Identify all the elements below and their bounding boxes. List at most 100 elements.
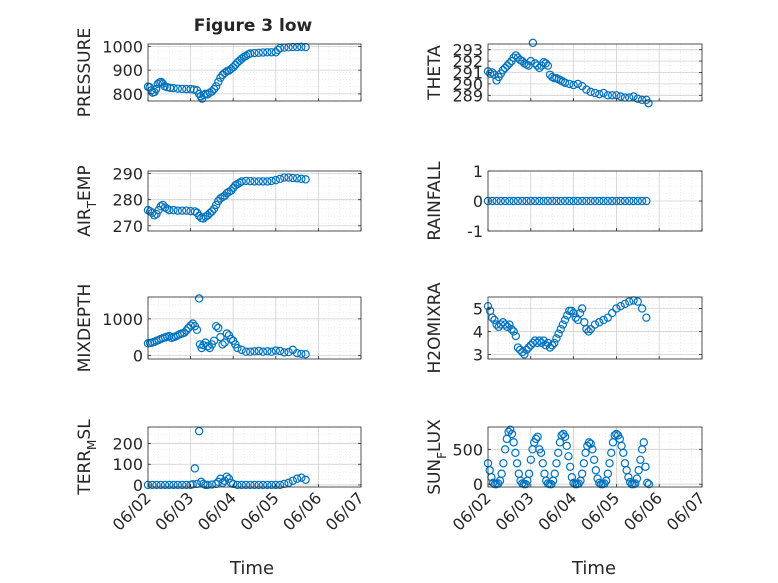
y-tick-label: 0 — [473, 475, 483, 494]
data-point — [569, 196, 578, 206]
data-point — [538, 459, 547, 468]
y-tick-label: 0 — [133, 346, 143, 365]
y-tick-label: 292 — [452, 52, 483, 71]
data-point — [162, 204, 172, 214]
data-point — [250, 48, 259, 58]
x-tick-label: 06/03 — [151, 488, 197, 534]
data-point — [560, 315, 570, 325]
data-point — [228, 63, 238, 72]
data-point — [292, 474, 302, 483]
data-point — [644, 480, 654, 489]
data-point — [500, 63, 510, 73]
panel-h2omixra: 3 4 5 H2OMIXRA — [425, 282, 703, 374]
data-point — [612, 304, 621, 313]
data-point — [182, 206, 191, 215]
data-point — [595, 196, 604, 206]
data-point — [194, 426, 204, 436]
data-point — [553, 448, 563, 458]
data-point — [541, 59, 550, 68]
data-point — [254, 48, 263, 57]
y-tick-label: 3 — [473, 345, 483, 364]
x-axis-label-left: Time — [229, 558, 274, 579]
data-point — [603, 196, 613, 206]
data-point — [599, 196, 608, 206]
data-point — [509, 327, 518, 336]
data-point — [550, 338, 559, 348]
data-point — [254, 177, 263, 186]
data-point — [556, 324, 565, 334]
data-point — [533, 432, 542, 441]
data-point — [560, 78, 570, 87]
data-point — [590, 320, 600, 329]
data-point — [490, 70, 499, 79]
data-point — [237, 480, 246, 490]
data-point — [263, 480, 272, 490]
y-tick-label: 293 — [452, 41, 483, 60]
data-point — [565, 79, 574, 89]
data-point — [634, 466, 643, 475]
x-tick-label: 06/02 — [109, 488, 155, 534]
data-point — [526, 56, 536, 66]
x-tick-label: 06/07 — [322, 488, 368, 534]
data-point — [512, 459, 522, 468]
data-point — [581, 448, 590, 458]
data-point — [237, 54, 246, 63]
data-point — [231, 181, 240, 190]
data-point — [271, 346, 280, 355]
data-point — [520, 350, 529, 359]
y-tick-label: 1000 — [102, 310, 143, 329]
x-tick-label: 06/03 — [492, 488, 538, 534]
y-tick-label: 800 — [112, 85, 143, 104]
data-point — [637, 196, 647, 206]
data-point — [599, 315, 608, 325]
data-point — [556, 196, 565, 206]
data-point — [507, 324, 516, 334]
data-point — [169, 83, 178, 93]
y-axis-label: AIRTEMP — [75, 165, 99, 236]
data-point — [586, 324, 595, 334]
x-tick-label: 06/06 — [279, 488, 325, 534]
data-point — [514, 469, 524, 478]
data-point — [573, 79, 583, 89]
data-point — [582, 85, 591, 94]
data-point — [616, 196, 625, 206]
data-point — [567, 306, 576, 315]
data-point — [603, 313, 613, 322]
data-point — [275, 43, 285, 53]
data-point — [488, 313, 497, 322]
data-point — [637, 95, 647, 105]
data-point — [577, 469, 587, 478]
y-tick-label: 0 — [133, 476, 143, 495]
data-point — [292, 348, 302, 358]
data-point — [607, 308, 617, 318]
data-point — [231, 60, 240, 70]
data-point — [558, 320, 568, 329]
data-point — [263, 347, 272, 356]
data-point — [177, 206, 187, 215]
data-point — [503, 61, 512, 70]
data-point — [582, 324, 591, 334]
data-point — [203, 342, 212, 351]
data-point — [586, 196, 595, 206]
data-point — [616, 92, 625, 101]
data-point — [288, 42, 298, 52]
data-point — [182, 326, 191, 335]
data-point — [579, 459, 589, 468]
data-point — [550, 469, 559, 478]
data-point — [280, 348, 289, 357]
data-point — [222, 329, 232, 338]
data-point — [297, 42, 306, 52]
data-point — [617, 441, 626, 451]
y-axis-label: PRESSURE — [75, 28, 95, 117]
data-point — [642, 313, 651, 322]
data-point — [589, 455, 599, 464]
data-point — [233, 179, 242, 189]
data-point — [233, 480, 242, 490]
data-point — [505, 59, 514, 68]
data-point — [499, 459, 508, 468]
data-point — [280, 479, 289, 489]
figure-title: Figure 3 low — [194, 16, 313, 36]
data-point — [288, 476, 298, 485]
data-point — [226, 334, 236, 344]
